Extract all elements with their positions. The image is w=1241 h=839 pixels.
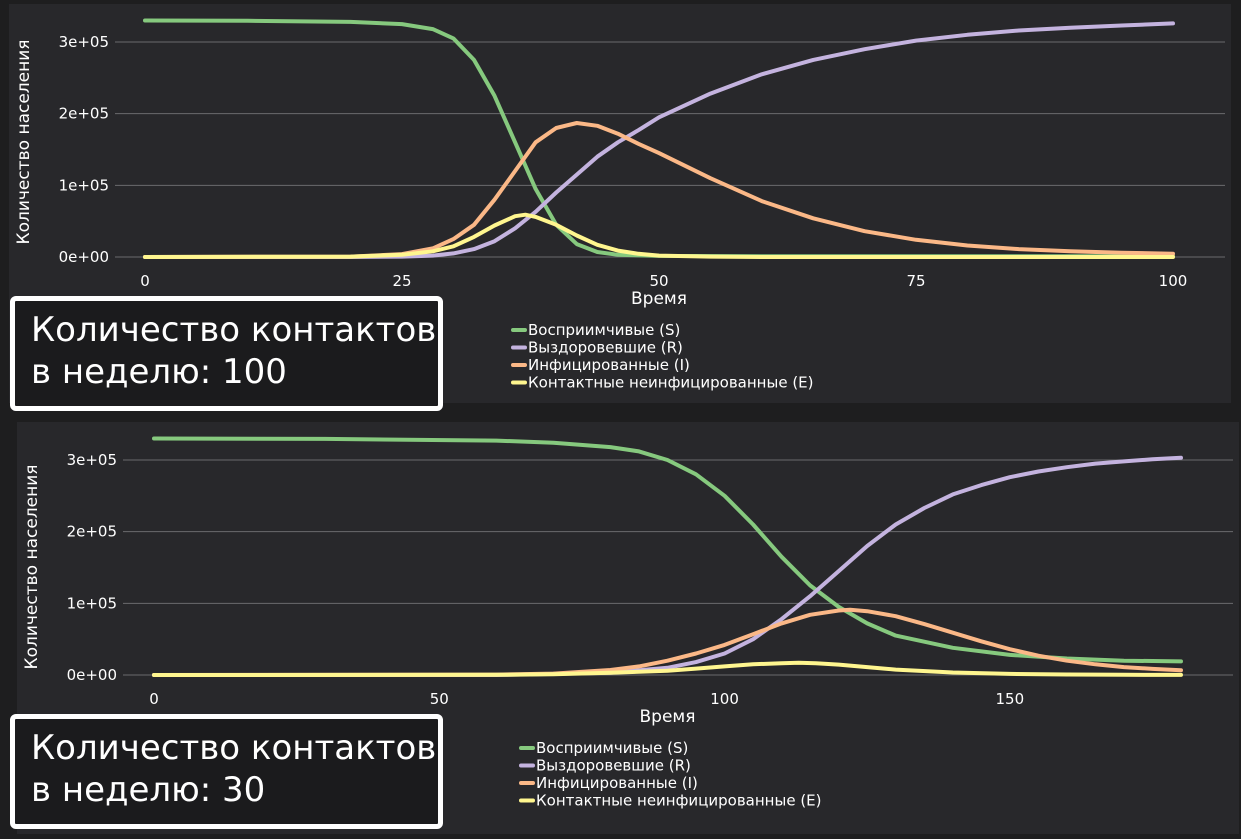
y-axis-label: Количество населения [14, 39, 34, 244]
legend-entry-E: Контактные неинфицированные (E) [528, 374, 814, 392]
chart-svg-contacts-100: 0e+00 1e+05 2e+05 3e+05 0 25 50 75 100 Время Колич… [14, 18, 1225, 392]
y-tick-label: 0e+00 [67, 666, 117, 684]
x-tick-label: 150 [996, 690, 1025, 708]
x-tick-label: 25 [392, 272, 411, 290]
series-line-I [143, 121, 1175, 259]
y-tick-label: 1e+05 [67, 594, 117, 612]
series-line-I [152, 607, 1183, 677]
chart-svg-contacts-30: 0e+00 1e+05 2e+05 3e+05 0 50 100 150 Время Количе… [22, 436, 1233, 810]
x-tick-label: 0 [140, 272, 150, 290]
legend-entry-I: Инфицированные (I) [528, 356, 690, 374]
legend-entry-R: Выздоровевшие (R) [536, 757, 691, 775]
caption-line-2: в неделю: 100 [31, 352, 287, 392]
caption-line-2: в неделю: 30 [31, 770, 266, 810]
series-line-E [143, 212, 1175, 259]
legend-entry-E: Контактные неинфицированные (E) [536, 792, 822, 810]
x-axis-label: Время [631, 289, 687, 309]
x-tick-label: 100 [1159, 272, 1188, 290]
y-tick-label: 1e+05 [59, 176, 109, 194]
caption-line-1: Количество контактов [31, 310, 437, 350]
caption-contacts-30: Количество контактов в неделю: 30 [10, 714, 443, 829]
legend-entry-S: Восприимчивые (S) [528, 321, 680, 339]
series-line-E [152, 660, 1183, 677]
x-tick-label: 0 [149, 690, 159, 708]
x-tick-label: 50 [430, 690, 449, 708]
y-tick-label: 2e+05 [59, 105, 109, 123]
series-line-S [143, 18, 1175, 259]
x-tick-label: 50 [649, 272, 668, 290]
y-tick-label: 3e+05 [59, 33, 109, 51]
caption-contacts-100: Количество контактов в неделю: 100 [10, 296, 443, 411]
legend-entry-R: Выздоровевшие (R) [528, 339, 683, 357]
y-axis-label: Количество населения [22, 464, 42, 669]
x-axis-label: Время [640, 707, 696, 727]
y-tick-label: 3e+05 [67, 451, 117, 469]
series-line-R [143, 21, 1175, 259]
x-tick-label: 100 [710, 690, 739, 708]
legend-entry-I: Инфицированные (I) [536, 774, 698, 792]
y-tick-label: 0e+00 [59, 248, 109, 266]
legend-entry-S: Восприимчивые (S) [536, 739, 688, 757]
y-tick-label: 2e+05 [67, 523, 117, 541]
series-line-S [152, 436, 1183, 664]
x-tick-label: 75 [906, 272, 925, 290]
series-line-R [152, 455, 1183, 677]
caption-line-1: Количество контактов [31, 728, 437, 768]
